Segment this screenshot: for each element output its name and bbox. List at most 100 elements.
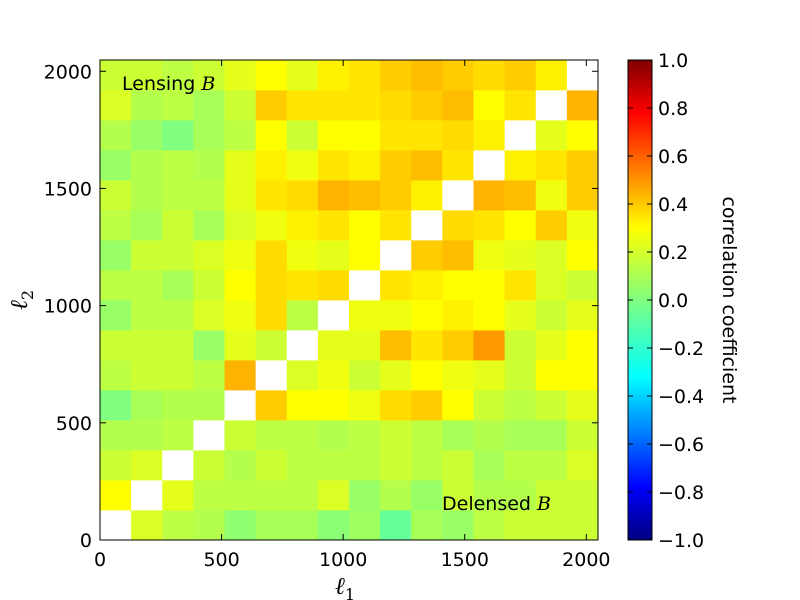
colorbar-tick-label: −0.2 [658,338,704,360]
heatmap-cell [100,210,132,241]
heatmap-cell [100,450,132,481]
heatmap-cell [535,90,568,121]
heatmap-cell [442,180,474,211]
heatmap-cell [566,180,599,211]
heatmap-cell [349,510,381,541]
heatmap-cell [535,270,568,301]
annotation-delensed: Delensed B [442,493,551,515]
heatmap-cell [162,240,194,271]
heatmap-cell [224,420,257,451]
heatmap-cell [535,60,568,91]
heatmap-cell [566,210,599,241]
heatmap-cell [131,480,163,511]
heatmap-cell [286,510,319,541]
heatmap-cell [442,360,474,391]
heatmap-cell [193,510,225,541]
heatmap-cell [566,150,599,181]
colorbar-tick-label: −0.8 [658,482,704,504]
heatmap-cell [504,240,537,271]
colorbar-tick-label: −0.6 [658,434,704,456]
colorbar-tick-label: 0.6 [658,146,688,168]
heatmap-cell [380,420,412,451]
heatmap-cell [535,300,568,331]
heatmap-cell [473,330,506,361]
heatmap-cell [286,450,319,481]
heatmap-cell [224,360,257,391]
heatmap-cell [131,300,163,331]
heatmap-cell [224,300,257,331]
heatmap-cell [193,480,225,511]
heatmap-cell [380,480,412,511]
heatmap-cell [504,60,537,91]
heatmap-cell [224,450,257,481]
heatmap-cell [504,330,537,361]
heatmap-cell [317,510,350,541]
heatmap-cell [349,480,381,511]
heatmap-cell [473,210,506,241]
heatmap-cell [380,180,412,211]
heatmap-cell [566,90,599,121]
heatmap-cell [442,60,474,91]
heatmap-cell [162,180,194,211]
heatmap-cell [442,450,474,481]
heatmap-cell [349,270,381,301]
heatmap-cell [193,90,225,121]
heatmap-cell [317,330,350,361]
heatmap-cell [193,420,225,451]
annotation-lensing: Lensing B [122,73,215,95]
heatmap-cell [535,360,568,391]
heatmap-cell [317,270,350,301]
heatmap-cell [566,360,599,391]
heatmap-cell [473,420,506,451]
heatmap-cell [411,60,443,91]
heatmap-cell [442,390,474,421]
heatmap-cell [162,390,194,421]
heatmap-cell [473,390,506,421]
heatmap-cell [504,420,537,451]
heatmap-cell [504,120,537,151]
heatmap-cell [473,90,506,121]
heatmap-cell [131,240,163,271]
heatmap-cell [317,480,350,511]
heatmap-cell [224,150,257,181]
heatmap-cell [224,120,257,151]
heatmap-cell [411,480,443,511]
heatmap-cell [442,90,474,121]
heatmap-cell [380,360,412,391]
heatmap-cell [255,240,288,271]
heatmap-cell [131,60,163,91]
heatmap-cell [224,240,257,271]
heatmap-cell [162,210,194,241]
heatmap-cell [317,420,350,451]
heatmap-cell [442,150,474,181]
heatmap-cell [224,90,257,121]
heatmap-cell [162,510,194,541]
heatmap-cell [504,480,537,511]
heatmap-cell [473,510,506,541]
heatmap-cell [380,60,412,91]
heatmap-cell [566,120,599,151]
y-tick-label: 1000 [44,296,92,318]
heatmap-cell [535,120,568,151]
heatmap-cell [286,300,319,331]
heatmap-cell [255,300,288,331]
heatmap-cell [411,210,443,241]
heatmap-cell [380,390,412,421]
heatmap-cell [317,300,350,331]
heatmap-cell [162,270,194,301]
heatmap-cell [473,150,506,181]
heatmap-cell [193,360,225,391]
heatmap-cell [100,360,132,391]
heatmap-cell [193,120,225,151]
heatmap-cell [286,480,319,511]
heatmap-cell [380,450,412,481]
heatmap-cell [286,90,319,121]
heatmap-cells [100,60,599,541]
heatmap-cell [286,210,319,241]
heatmap-cell [317,450,350,481]
heatmap-cell [411,240,443,271]
heatmap-cell [131,150,163,181]
heatmap-cell [380,270,412,301]
x-tick-label: 0 [94,549,106,571]
